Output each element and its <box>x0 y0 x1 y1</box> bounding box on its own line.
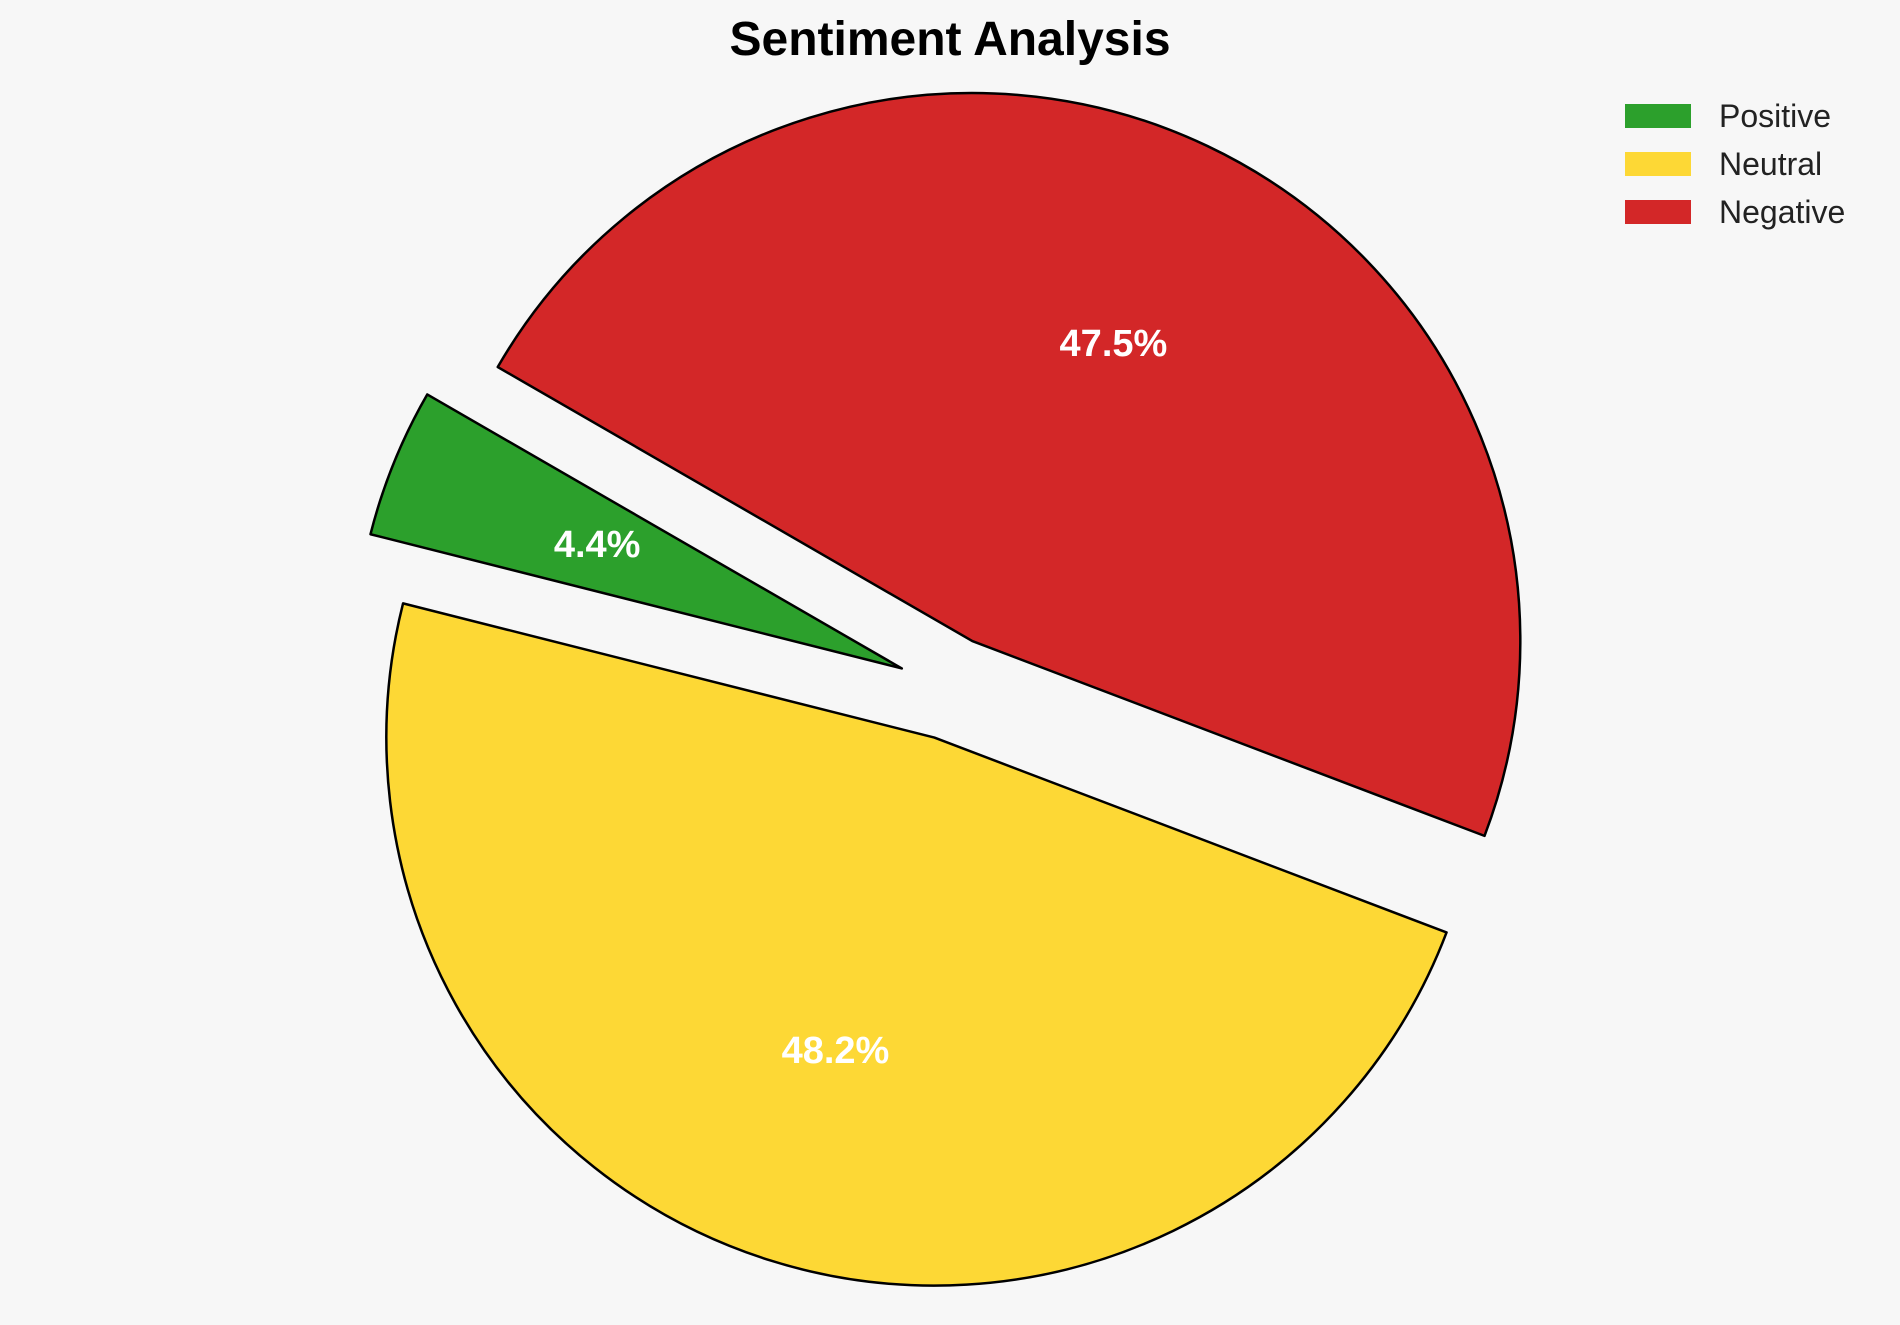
legend-label-neutral: Neutral <box>1719 146 1822 182</box>
pie-slice-positive <box>369 393 904 670</box>
legend-label-negative: Negative <box>1719 194 1845 230</box>
legend-label-positive: Positive <box>1719 98 1831 134</box>
legend: Positive Neutral Negative <box>1625 98 1845 230</box>
legend-swatch-neutral <box>1625 152 1691 176</box>
chart-title: Sentiment Analysis <box>729 13 1170 66</box>
slice-label-neutral: 48.2% <box>782 1030 890 1072</box>
pie-slices <box>369 91 1522 1287</box>
legend-swatch-negative <box>1625 200 1691 224</box>
slice-label-positive: 4.4% <box>554 524 641 566</box>
pie-slice-neutral <box>385 602 1448 1287</box>
legend-swatch-positive <box>1625 104 1691 128</box>
pie-slice-negative <box>496 91 1522 838</box>
slice-label-negative: 47.5% <box>1060 323 1168 365</box>
pie-slice-labels: 4.4% 48.2% 47.5% <box>554 323 1167 1072</box>
